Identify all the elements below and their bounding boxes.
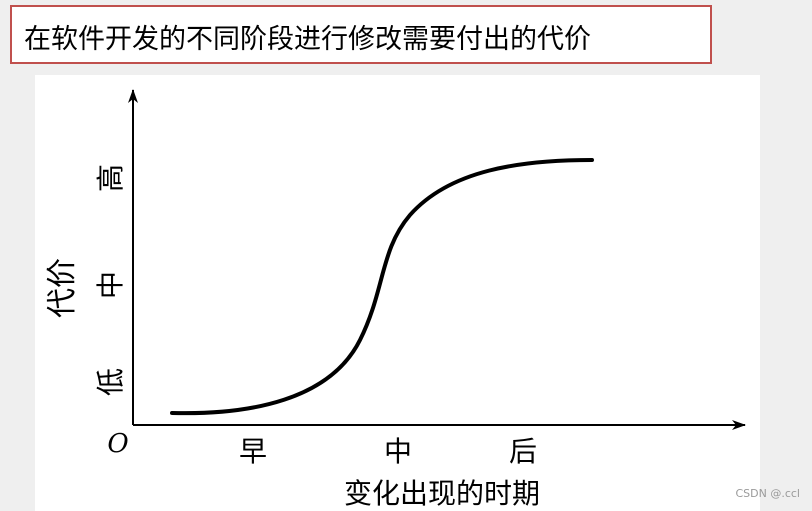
- x-level: 后: [509, 435, 537, 468]
- y-level: 高: [94, 164, 127, 192]
- y-level: 中: [94, 271, 127, 299]
- x-level: 中: [384, 435, 412, 468]
- x-axis-title: 变化出现的时期: [344, 477, 540, 510]
- y-level: 低: [94, 368, 127, 396]
- x-level: 早: [239, 435, 267, 468]
- y-axis-title: 代价: [45, 258, 80, 318]
- cost-curve: [170, 158, 594, 416]
- title: 在软件开发的不同阶段进行修改需要付出的代价: [24, 24, 591, 55]
- title-box: 在软件开发的不同阶段进行修改需要付出的代价: [10, 5, 712, 64]
- origin-label: O: [107, 429, 128, 459]
- watermark: CSDN @.ccl: [735, 487, 800, 500]
- panel: [35, 75, 760, 511]
